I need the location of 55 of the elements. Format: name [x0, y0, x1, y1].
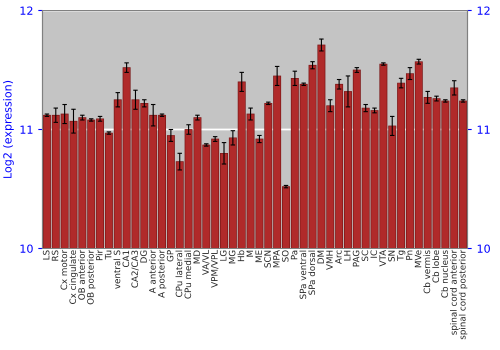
x-tick-label: SC	[362, 250, 368, 261]
y2-tick-label: 12	[478, 6, 490, 15]
y-tick-label: 10	[20, 244, 33, 253]
x-tick-label: Hb	[237, 250, 244, 262]
x-tick-label: Arc	[335, 250, 342, 264]
x-tick-label: MD	[193, 250, 200, 264]
x-tick-label: PAG	[352, 250, 360, 266]
x-tick-label: Cx cingulate	[69, 250, 78, 304]
x-tick-label: DM	[317, 250, 324, 264]
x-tick-label: OB posterior	[86, 250, 96, 304]
x-tick-label: OB anterior	[78, 250, 85, 300]
x-tick-label: CPu lateral	[176, 250, 182, 297]
x-tick-label: Pn	[406, 250, 412, 260]
x-tick-label: Pir	[96, 250, 102, 260]
y-tick-label: 12	[20, 6, 32, 15]
x-tick-label: spinal cord posterior	[458, 250, 468, 340]
x-tick-label: MPA	[273, 250, 280, 268]
x-tick-label: SO	[282, 250, 289, 262]
x-tick-label: SPa dorsal	[308, 250, 316, 295]
x-tick-label: M	[246, 250, 253, 257]
x-tick-label: VPM/VPL	[211, 250, 218, 288]
y2-tick-label: 10	[478, 244, 490, 253]
y-axis-title: Log2 (expression)	[3, 80, 14, 178]
y-tick-label: 11	[20, 126, 32, 134]
x-tick-label: GP	[166, 250, 174, 262]
x-tick-label: A posterior	[158, 250, 166, 298]
x-tick-label: IC	[370, 250, 378, 258]
x-tick-label: Cb vermis	[423, 250, 430, 294]
x-tick-label: CA1	[122, 250, 130, 268]
x-tick-label: DG	[140, 250, 147, 263]
x-tick-label: LG	[220, 250, 227, 261]
x-tick-label: Cb lobe	[432, 250, 440, 283]
x-tick-label: VTA	[379, 250, 386, 266]
x-tick-label: MG	[228, 250, 236, 264]
x-tick-label: VA/VL	[202, 250, 210, 276]
x-tick-label: LH	[344, 250, 350, 260]
x-tick-label: CPu medial	[184, 250, 192, 299]
x-tick-label: SPa ventral	[299, 250, 306, 299]
x-tick-label: spinal cord anterior	[450, 250, 458, 335]
x-tick-label: Cx motor	[60, 250, 68, 290]
x-tick-label: ME	[255, 250, 262, 262]
x-tick-label: ventral S	[114, 250, 120, 289]
x-tick-label: SN	[388, 250, 395, 262]
x-tick-label: LS	[42, 250, 50, 260]
x-tick-label: RS	[52, 250, 58, 261]
x-tick-label: Pa	[290, 250, 298, 260]
x-tick-label: CA2/CA3	[131, 250, 139, 288]
x-tick-label: Cb nucleus	[441, 250, 448, 298]
x-tick-label: SCN	[264, 250, 271, 268]
x-tick-label: MVe	[414, 250, 422, 268]
x-tick-label: A anterior	[148, 250, 156, 294]
x-tick-label: Tg	[397, 250, 406, 261]
x-tick-label: Tu	[104, 250, 112, 260]
x-tick-label: VMH	[326, 250, 333, 270]
y2-tick-label: 11	[478, 126, 490, 134]
